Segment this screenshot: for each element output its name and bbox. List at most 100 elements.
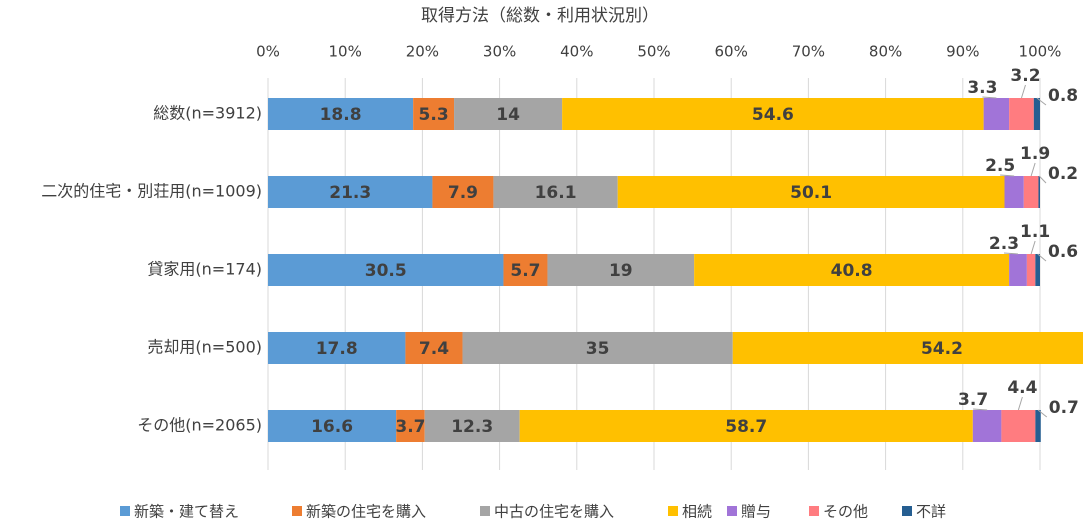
data-label: 16.6 xyxy=(311,417,353,437)
data-label: 30.5 xyxy=(365,261,407,281)
x-tick-label: 50% xyxy=(637,43,670,61)
data-label: 1.1 xyxy=(1020,222,1050,242)
bar-segment xyxy=(1026,254,1036,286)
bar-segment xyxy=(268,176,433,208)
leader-line xyxy=(973,408,988,411)
bar-segment xyxy=(1009,98,1034,130)
data-label: 50.1 xyxy=(790,183,832,203)
leader-line xyxy=(982,96,997,99)
y-tick-label: 売却用(n=500) xyxy=(147,338,262,357)
legend-label: 中古の住宅を購入 xyxy=(494,503,614,521)
data-label: 35 xyxy=(586,339,610,359)
x-tick-label: 70% xyxy=(792,43,825,61)
data-label: 7.9 xyxy=(448,183,478,203)
bar-segment xyxy=(413,98,455,130)
data-label: 17.8 xyxy=(316,339,358,359)
x-tick-label: 100% xyxy=(1019,43,1062,61)
legend-label: 新築・建て替え xyxy=(134,503,239,521)
bar-segment xyxy=(454,98,563,130)
data-label: 3.7 xyxy=(395,417,425,437)
leader-line xyxy=(1036,97,1047,106)
leader-line xyxy=(1017,396,1023,411)
data-label: 2.5 xyxy=(985,156,1015,176)
data-label: 3.7 xyxy=(958,390,988,410)
leader-line xyxy=(1003,252,1019,255)
data-label: 1.9 xyxy=(1020,144,1050,164)
legend-label: その他 xyxy=(823,503,868,521)
bar-segment xyxy=(462,332,733,364)
bar-segment xyxy=(983,98,1010,130)
y-tick-label: 貸家用(n=174) xyxy=(147,260,262,279)
data-label: 0.2 xyxy=(1048,164,1078,184)
bar-segment xyxy=(1023,176,1039,208)
data-label: 3.2 xyxy=(1010,66,1040,86)
data-label: 19 xyxy=(609,261,633,281)
bar-segment xyxy=(503,254,548,286)
chart-title: 取得方法（総数・利用状況別） xyxy=(421,6,659,26)
legend-swatch xyxy=(902,506,912,516)
bar-segment xyxy=(1038,176,1040,208)
data-label: 7.4 xyxy=(419,339,449,359)
bar-segment xyxy=(694,254,1010,286)
data-label: 14 xyxy=(496,105,520,125)
leader-line xyxy=(1000,174,1015,177)
data-label: 16.1 xyxy=(535,183,577,203)
x-tick-label: 80% xyxy=(869,43,902,61)
bar-segment xyxy=(1035,410,1041,442)
x-tick-label: 10% xyxy=(329,43,362,61)
legend-swatch xyxy=(809,506,819,516)
data-label: 2.3 xyxy=(989,234,1019,254)
y-tick-label: その他(n=2065) xyxy=(137,416,262,435)
legend-swatch xyxy=(480,506,490,516)
data-label: 0.7 xyxy=(1049,398,1079,418)
leader-line xyxy=(1038,175,1047,184)
x-tick-label: 90% xyxy=(946,43,979,61)
bar-segment xyxy=(547,254,695,286)
legend-swatch xyxy=(668,506,678,516)
legend-label: 新築の住宅を購入 xyxy=(306,503,426,521)
data-label: 0.6 xyxy=(1048,242,1078,262)
x-tick-label: 30% xyxy=(483,43,516,61)
data-label: 3.3 xyxy=(967,78,997,98)
legend-label: 不詳 xyxy=(916,503,946,521)
y-tick-label: 総数(n=3912) xyxy=(153,104,262,123)
bar-segment xyxy=(268,410,397,442)
data-label: 18.8 xyxy=(320,105,362,125)
y-tick-label: 二次的住宅・別荘用(n=1009) xyxy=(41,182,262,201)
leader-line xyxy=(1037,409,1048,418)
data-label: 0.8 xyxy=(1048,86,1078,106)
bar-segment xyxy=(268,254,504,286)
data-label: 40.8 xyxy=(831,261,873,281)
legend-swatch xyxy=(120,506,130,516)
bar-segment xyxy=(732,332,1083,364)
data-label: 4.4 xyxy=(1007,378,1037,398)
bar-segment xyxy=(562,98,984,130)
leader-line xyxy=(1037,253,1047,262)
data-label: 5.3 xyxy=(419,105,449,125)
bar-segment xyxy=(1004,176,1024,208)
data-label: 58.7 xyxy=(725,417,767,437)
data-label: 54.2 xyxy=(921,339,963,359)
x-tick-label: 20% xyxy=(406,43,439,61)
bar-segment xyxy=(617,176,1005,208)
leader-line xyxy=(1020,84,1026,99)
bar-segment xyxy=(1009,254,1027,286)
bar-segment xyxy=(1033,98,1040,130)
data-label: 5.7 xyxy=(510,261,540,281)
legend-swatch xyxy=(292,506,302,516)
bar-segment xyxy=(1035,254,1040,286)
bar-segment xyxy=(405,332,463,364)
bar-segment xyxy=(268,332,406,364)
x-tick-label: 0% xyxy=(256,43,280,61)
leader-line xyxy=(1030,162,1036,177)
legend-label: 相続 xyxy=(682,503,712,521)
leader-line xyxy=(1030,240,1036,255)
legend-swatch xyxy=(727,506,737,516)
bar-segment xyxy=(972,410,1002,442)
data-label: 21.3 xyxy=(329,183,371,203)
bar-segment xyxy=(519,410,973,442)
bar-segment xyxy=(432,176,494,208)
x-tick-label: 40% xyxy=(560,43,593,61)
